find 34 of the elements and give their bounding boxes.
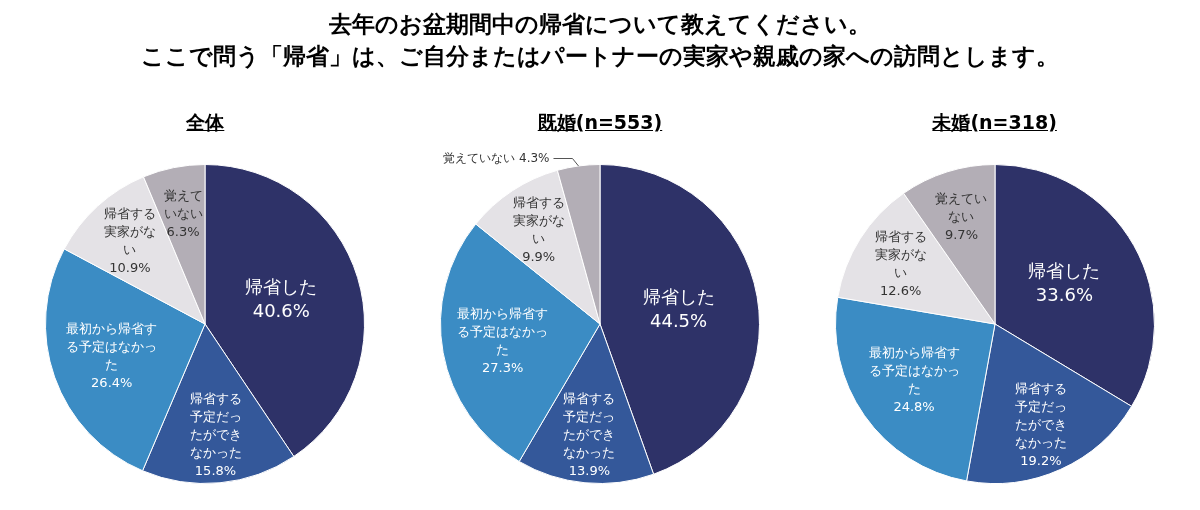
chart-title: 全体 [185,110,226,135]
data-label: 26.4% [91,375,133,391]
slice-label: 帰省した [642,286,715,308]
chart-title: 既婚(n=553) [536,110,664,135]
data-label: 19.2% [1019,453,1062,469]
slice-label: 覚えていない [163,187,203,221]
data-label: 15.8% [195,462,237,478]
slice-label: 帰省する実家がない [874,228,927,280]
slice-label: 最初から帰省する予定はなかった [868,345,960,397]
slice-label: 帰省した [245,276,318,298]
slice-label: 覚えていない 4.3% [443,150,550,165]
slice-label: 帰省する実家がない [104,205,157,257]
text: ここで問う「帰省」は、ご自分またはパートナーの実家や親戚の家への訪問とします。 [140,42,1060,71]
data-label: 10.9% [109,259,151,275]
data-label: 24.8% [893,399,935,415]
data-label: 9.7% [944,226,978,242]
slice-label: 帰省する予定だったができなかった [563,390,616,460]
data-label: 33.6% [1035,284,1093,306]
slice-label: 最初から帰省する予定はなかった [457,306,549,358]
chart-title: 未婚(n=318) [931,110,1058,135]
slice-label: 覚えていない [935,190,988,224]
slice-label: 最初から帰省する予定はなかった [66,321,158,373]
text: 去年のお盆期間中の帰省について教えてください。 [328,10,872,39]
data-label: 44.5% [649,310,708,332]
data-label: 12.6% [879,282,921,298]
data-label: 27.3% [482,360,524,376]
slice-label: 帰省する予定だったができなかった [189,390,242,460]
data-label: 40.6% [253,300,311,322]
slice-label: 帰省する実家がない [512,195,565,247]
slice-label: 帰省する予定だったができなかった [1014,381,1067,451]
data-label: 13.9% [568,462,611,478]
data-label: 9.9% [522,249,556,265]
slice-label: 帰省した [1028,260,1101,282]
data-label: 6.3% [166,223,200,239]
